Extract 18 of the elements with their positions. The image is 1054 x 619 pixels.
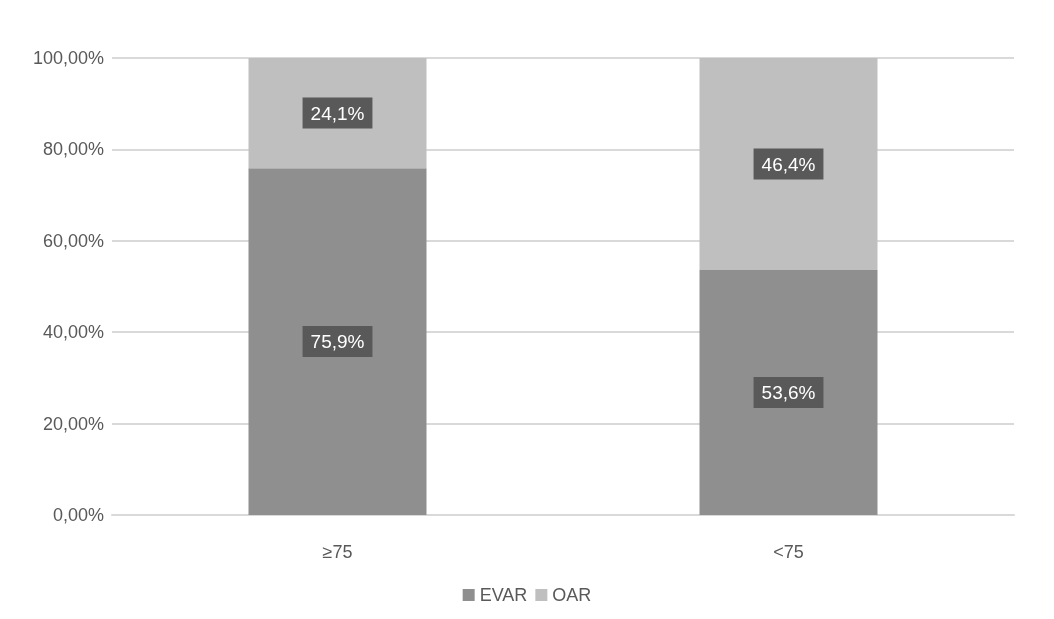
data-label: 75,9% (310, 331, 365, 353)
legend-label: OAR (552, 585, 592, 605)
data-label: 46,4% (761, 153, 816, 175)
bar (248, 58, 427, 169)
x-tick-label: ≥75 (322, 542, 353, 562)
y-tick-label: 80,00% (42, 139, 104, 160)
data-label: 53,6% (761, 382, 816, 404)
bar (248, 168, 427, 515)
y-tick-label: 100,00% (32, 48, 104, 68)
bar (699, 270, 878, 515)
y-tick-label: 60,00% (42, 230, 104, 251)
bar (699, 58, 878, 271)
legend-label: EVAR (479, 585, 528, 605)
x-tick-label: <75 (773, 542, 804, 562)
y-tick-label: 0,00% (52, 505, 104, 525)
y-tick-label: 40,00% (42, 322, 104, 343)
y-tick-label: 20,00% (42, 413, 104, 434)
data-label: 24,1% (310, 102, 365, 124)
